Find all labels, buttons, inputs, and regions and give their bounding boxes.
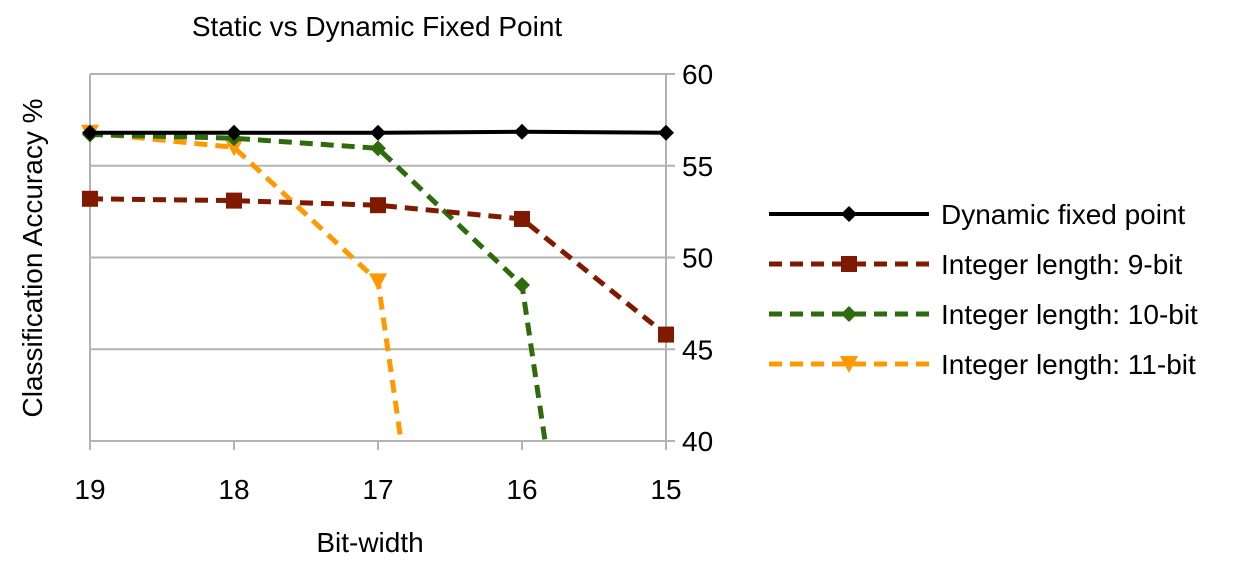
- series-line: [89, 130, 404, 442]
- data-point: [82, 124, 98, 141]
- legend: Dynamic fixed point Integer length: 9-bit…: [769, 199, 1198, 380]
- data-point: [658, 326, 674, 343]
- data-point: [514, 277, 530, 294]
- legend-entry-2: Integer length: 9-bit: [769, 249, 1182, 280]
- x-tick-label: 18: [218, 474, 249, 505]
- data-point: [82, 190, 98, 207]
- legend-label: Integer length: 11-bit: [941, 349, 1196, 380]
- data-point: [514, 123, 530, 140]
- y-axis-ticks: 40 45 50 55 60: [666, 59, 713, 457]
- y-tick-label: 45: [682, 334, 713, 365]
- data-point: [225, 139, 243, 157]
- data-point: [658, 124, 674, 141]
- legend-marker: [841, 256, 857, 272]
- plot-series: [81, 123, 674, 442]
- legend-entry-4: Integer length: 11-bit: [769, 349, 1196, 380]
- data-point: [370, 197, 386, 214]
- x-tick-label: 15: [650, 474, 681, 505]
- x-axis-ticks: 19 18 17 16 15: [74, 441, 682, 505]
- series-4: [81, 124, 404, 442]
- y-tick-label: 60: [682, 59, 713, 90]
- x-tick-label: 16: [506, 474, 537, 505]
- legend-marker: [840, 356, 858, 373]
- y-tick-label: 50: [682, 243, 713, 274]
- series-3: [82, 126, 548, 442]
- y-tick-label: 55: [682, 151, 713, 182]
- chart-title: Static vs Dynamic Fixed Point: [192, 11, 563, 42]
- y-tick-label: 40: [682, 426, 713, 457]
- legend-marker: [841, 206, 857, 222]
- data-point: [370, 124, 386, 141]
- data-point: [226, 192, 242, 209]
- data-point: [514, 210, 530, 227]
- x-axis-label: Bit-width: [316, 527, 423, 558]
- series-2: [82, 190, 674, 343]
- legend-entry-1: Dynamic fixed point: [769, 199, 1186, 230]
- legend-marker: [841, 306, 857, 322]
- legend-label: Integer length: 9-bit: [941, 249, 1182, 280]
- y-axis-label: Classification Accuracy %: [17, 98, 48, 417]
- legend-entry-3: Integer length: 10-bit: [769, 299, 1198, 330]
- data-point: [370, 140, 386, 157]
- x-tick-label: 19: [74, 474, 105, 505]
- series-line: [89, 196, 668, 337]
- data-point: [226, 124, 242, 141]
- legend-label: Integer length: 10-bit: [941, 299, 1198, 330]
- series-line: [89, 132, 548, 442]
- series-1: [82, 123, 674, 141]
- legend-label: Dynamic fixed point: [941, 199, 1186, 230]
- data-point: [369, 273, 387, 291]
- x-tick-label: 17: [362, 474, 393, 505]
